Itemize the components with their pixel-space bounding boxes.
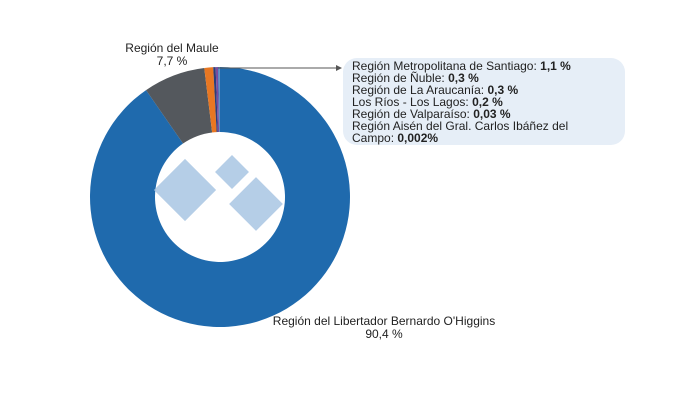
donut [90, 67, 350, 327]
callout-entry: Región de Ñuble0,3 % [352, 71, 574, 85]
callout-value: 0,3 % [448, 71, 479, 85]
callout-box [343, 58, 625, 145]
callout-name: Los Ríos - Los Lagos [352, 95, 472, 109]
leader-arrow [336, 65, 342, 71]
slice-value-label: 7,7 % [157, 54, 188, 68]
slice [213, 67, 218, 133]
slice-value-label: 90,4 % [365, 327, 403, 341]
callout-value: 0,2 % [472, 95, 503, 109]
callout-name: Región de Valparaíso [352, 107, 473, 121]
callout-entry: Región de Valparaíso0,03 % [352, 107, 574, 121]
callout-entry: Los Ríos - Los Lagos0,2 % [352, 95, 574, 109]
callout-entry: Región Metropolitana de Santiago1,1 % [352, 59, 574, 73]
slice [204, 67, 217, 133]
callout-name: Región de La Araucanía [352, 83, 487, 97]
callout-value: 0,3 % [487, 83, 519, 97]
slice [90, 67, 350, 327]
callout-name: Región Aisén del Gral. Carlos Ibáñez del… [352, 119, 568, 145]
slice [218, 67, 220, 133]
slice-label: Región del Libertador Bernardo O'Higgins [273, 314, 495, 328]
slice [146, 67, 213, 144]
callout-value: 0,03 % [473, 107, 511, 121]
callout-name: Región Metropolitana de Santiago [352, 59, 540, 73]
callout-entry: Región de La Araucanía0,3 % [352, 83, 574, 97]
slice-label: Región del Maule [125, 41, 219, 55]
watermark [153, 155, 283, 231]
slice [215, 67, 220, 133]
callout-value: 1,1 % [540, 59, 571, 73]
slice-labels: Región del Libertador Bernardo O'Higgins… [125, 41, 495, 341]
callout-name: Región de Ñuble [352, 71, 448, 85]
callout-value: 0,002% [397, 131, 439, 145]
callout-text: Región Metropolitana de Santiago1,1 %Reg… [352, 59, 574, 145]
callout-entry: Región Aisén del Gral. Carlos Ibáñez del… [352, 119, 574, 145]
